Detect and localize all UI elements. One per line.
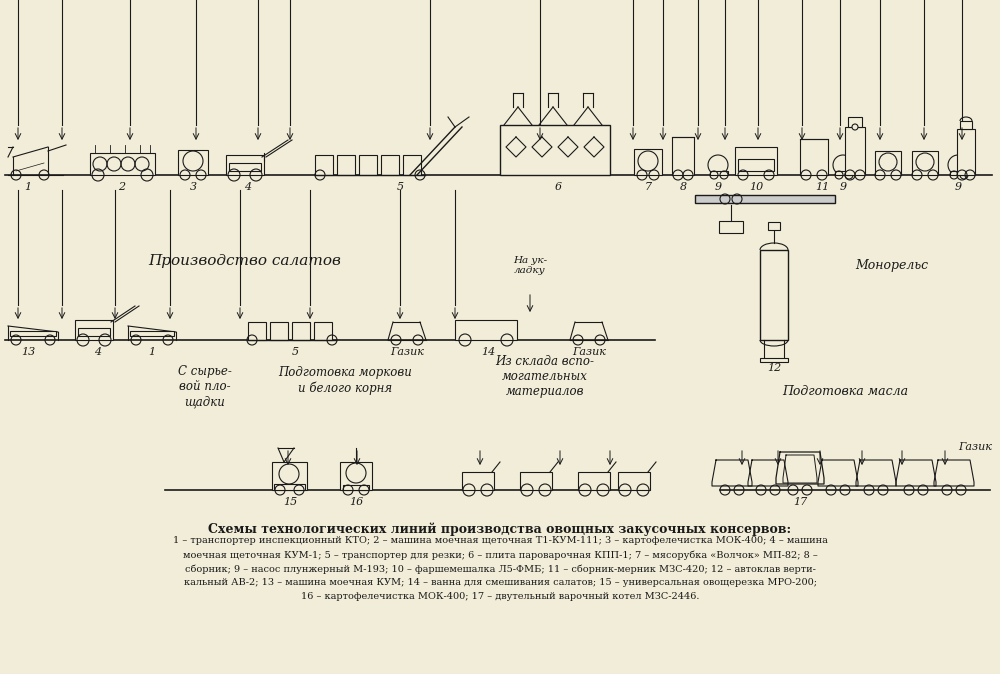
- Bar: [75, 320, 113, 340]
- Text: Схемы технологических линий производства овощных закусочных консервов:: Схемы технологических линий производства…: [208, 522, 792, 536]
- Text: 10: 10: [749, 182, 763, 192]
- Text: 9: 9: [839, 182, 847, 192]
- Bar: [314, 322, 332, 340]
- Text: Производство салатов: Производство салатов: [149, 254, 341, 268]
- Bar: [520, 472, 552, 490]
- Text: 16 – картофелечистка МОК-400; 17 – двутельный варочный котел МЗС-2446.: 16 – картофелечистка МОК-400; 17 – двуте…: [301, 592, 699, 601]
- Bar: [78, 328, 110, 336]
- Text: 12: 12: [767, 363, 781, 373]
- Bar: [270, 322, 288, 340]
- Text: 5: 5: [396, 182, 404, 192]
- Bar: [912, 151, 938, 175]
- Text: Из склада вспо-
могательных
материалов: Из склада вспо- могательных материалов: [496, 355, 594, 398]
- Text: Газик: Газик: [390, 347, 424, 357]
- Bar: [248, 322, 266, 340]
- Bar: [178, 150, 208, 175]
- Bar: [337, 155, 355, 175]
- Text: 8: 8: [679, 182, 687, 192]
- Bar: [618, 472, 650, 490]
- Text: 9: 9: [954, 182, 962, 192]
- Text: 6: 6: [554, 182, 562, 192]
- Text: На ук-
ладку: На ук- ладку: [513, 255, 547, 275]
- Text: 16: 16: [349, 497, 363, 507]
- Bar: [845, 127, 865, 175]
- Text: 13: 13: [21, 347, 35, 357]
- Text: моечная щеточная КУМ-1; 5 – транспортер для резки; 6 – плита пароварочная КПП-1;: моечная щеточная КУМ-1; 5 – транспортер …: [183, 550, 817, 559]
- Bar: [292, 322, 310, 340]
- Bar: [343, 485, 369, 490]
- Text: 4: 4: [244, 182, 252, 192]
- Text: Газик: Газик: [958, 442, 992, 452]
- Text: 11: 11: [815, 182, 829, 192]
- Bar: [800, 139, 828, 175]
- Bar: [359, 155, 377, 175]
- Text: 5: 5: [291, 347, 299, 357]
- Bar: [848, 117, 862, 127]
- Text: 7: 7: [644, 182, 652, 192]
- Bar: [381, 155, 399, 175]
- Bar: [455, 320, 517, 340]
- Bar: [950, 171, 968, 175]
- Bar: [90, 153, 155, 175]
- Bar: [130, 331, 174, 336]
- Text: 2: 2: [118, 182, 126, 192]
- Bar: [760, 358, 788, 362]
- Bar: [340, 462, 372, 490]
- Bar: [960, 121, 972, 129]
- Text: 1 – транспортер инспекционный КТО; 2 – машина моечная щеточная Т1-КУМ-111; 3 – к: 1 – транспортер инспекционный КТО; 2 – м…: [173, 536, 827, 545]
- Bar: [578, 472, 610, 490]
- Bar: [403, 155, 421, 175]
- Text: 1: 1: [148, 347, 156, 357]
- Bar: [768, 222, 780, 230]
- Text: С сырье-
вой пло-
щадки: С сырье- вой пло- щадки: [178, 365, 232, 408]
- Bar: [274, 484, 305, 490]
- Circle shape: [852, 124, 858, 130]
- Bar: [875, 151, 901, 175]
- Bar: [272, 462, 307, 490]
- Text: 3: 3: [189, 182, 197, 192]
- Text: 9: 9: [714, 182, 722, 192]
- Bar: [634, 149, 662, 175]
- Bar: [735, 147, 777, 175]
- Bar: [738, 159, 774, 171]
- Text: 1: 1: [24, 182, 32, 192]
- Bar: [500, 125, 610, 175]
- Bar: [462, 472, 494, 490]
- Text: 14: 14: [481, 347, 495, 357]
- Bar: [695, 195, 835, 203]
- Bar: [229, 163, 261, 171]
- Text: 4: 4: [94, 347, 102, 357]
- Text: Подготовка моркови
и белого корня: Подготовка моркови и белого корня: [278, 367, 412, 395]
- Bar: [710, 171, 728, 175]
- Bar: [672, 137, 694, 175]
- Bar: [760, 250, 788, 340]
- Bar: [315, 155, 333, 175]
- Bar: [719, 221, 743, 233]
- Bar: [957, 129, 975, 175]
- Text: 15: 15: [283, 497, 297, 507]
- Bar: [226, 155, 264, 175]
- Text: Газик: Газик: [572, 347, 606, 357]
- Text: Подготовка масла: Подготовка масла: [782, 385, 908, 398]
- Bar: [10, 331, 56, 336]
- Text: Монорельс: Монорельс: [855, 259, 928, 272]
- Text: 17: 17: [793, 497, 807, 507]
- Bar: [835, 171, 853, 175]
- Text: кальный АВ-2; 13 – машина моечная КУМ; 14 – ванна для смешивания салатов; 15 – у: кальный АВ-2; 13 – машина моечная КУМ; 1…: [184, 578, 816, 587]
- Text: сборник; 9 – насос плунжерный М-193; 10 – фаршемешалка Л5-ФМБ; 11 – сборник-мерн: сборник; 9 – насос плунжерный М-193; 10 …: [185, 564, 815, 574]
